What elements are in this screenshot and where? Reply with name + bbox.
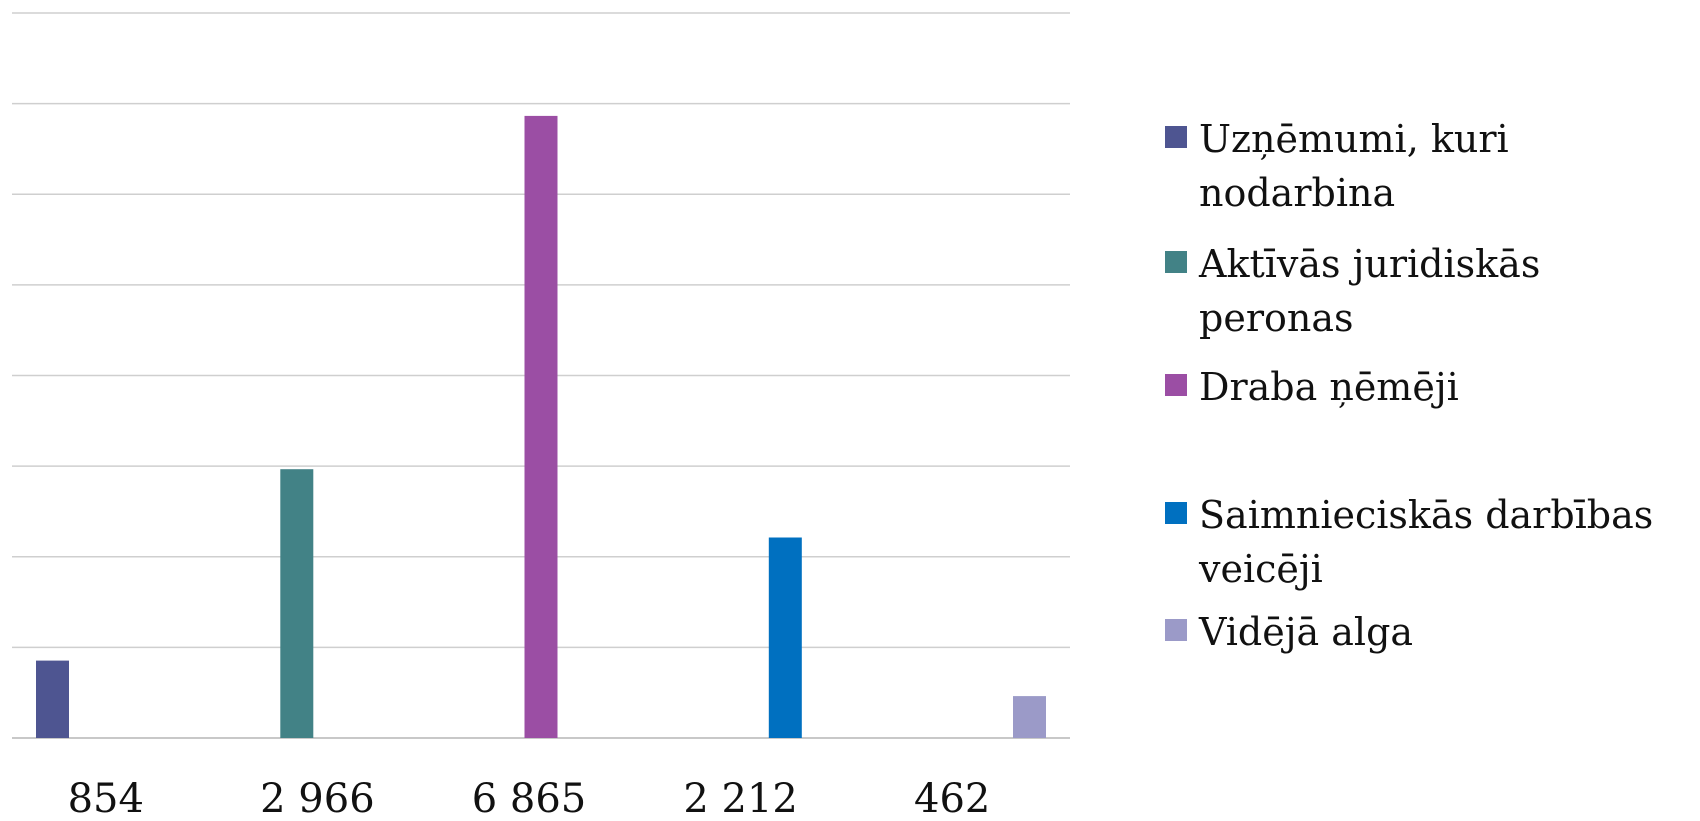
legend-swatch xyxy=(1165,502,1187,524)
legend-label: Uzņēmumi, kuri nodarbina xyxy=(1199,117,1509,215)
x-tick-label: 6 865 xyxy=(472,776,587,821)
legend-item: Draba ņēmēji xyxy=(1165,360,1619,414)
legend-swatch xyxy=(1165,251,1187,273)
legend-label: Draba ņēmēji xyxy=(1199,365,1459,409)
bar xyxy=(768,537,802,738)
x-tick-labels: 854 2 966 6 865 2 212 462 xyxy=(68,776,991,821)
bars xyxy=(36,115,1046,738)
bar xyxy=(1013,696,1046,738)
x-tick-label: 2 212 xyxy=(683,776,798,821)
bar xyxy=(36,660,69,738)
legend-label: Saimnieciskās darbības veicēji xyxy=(1199,493,1654,591)
x-tick-label: 2 966 xyxy=(260,776,375,821)
legend-item: Saimnieciskās darbības veicēji xyxy=(1165,488,1700,596)
legend: Uzņēmumi, kuri nodarbina Aktīvās juridisk… xyxy=(1165,0,1700,821)
legend-label: Vidējā alga xyxy=(1199,610,1414,654)
bar xyxy=(524,115,558,738)
legend-item: Uzņēmumi, kuri nodarbina xyxy=(1165,112,1559,220)
legend-swatch xyxy=(1165,619,1187,641)
legend-label: Aktīvās juridiskās peronas xyxy=(1199,242,1541,340)
legend-item: Aktīvās juridiskās peronas xyxy=(1165,237,1619,345)
x-tick-label: 854 xyxy=(68,776,144,821)
x-tick-label: 462 xyxy=(914,776,990,821)
bar-chart: 854 2 966 6 865 2 212 462 xyxy=(12,12,1070,821)
legend-swatch xyxy=(1165,126,1187,148)
legend-item: Vidējā alga xyxy=(1165,605,1619,659)
bar xyxy=(280,469,314,738)
legend-swatch xyxy=(1165,374,1187,396)
